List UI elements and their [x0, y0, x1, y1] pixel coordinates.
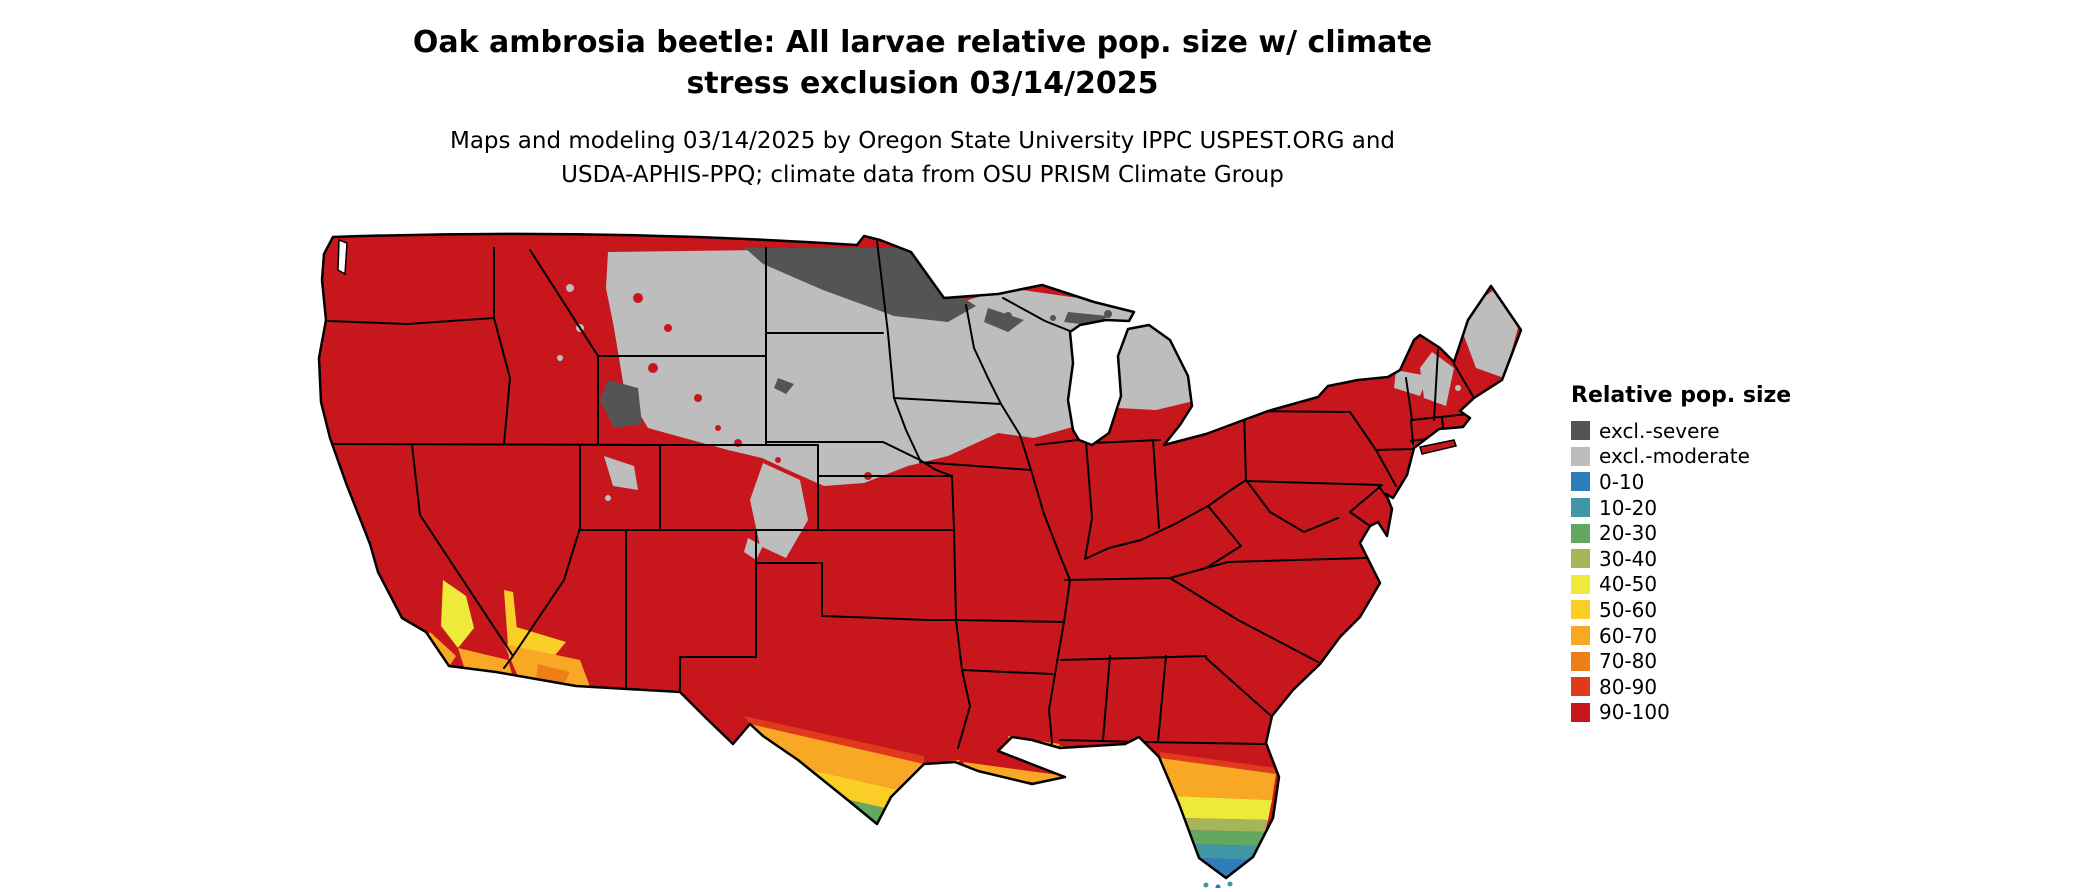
- legend-item-label: 60-70: [1599, 623, 1658, 648]
- legend-swatch: [1571, 600, 1590, 620]
- legend-item: 10-20: [1571, 495, 1791, 521]
- region-texas-80-90: [744, 716, 924, 764]
- figure-subtitle-line2: USDA-APHIS-PPQ; climate data from OSU PR…: [561, 162, 1284, 188]
- legend-swatch: [1571, 523, 1590, 543]
- state-borders: [320, 240, 1475, 762]
- legend-swatch: [1571, 626, 1590, 646]
- legend-swatch: [1571, 549, 1590, 569]
- region-florida-20-30: [1188, 830, 1265, 846]
- legend-swatch: [1571, 446, 1590, 466]
- region-excl-moderate-maine: [1464, 290, 1518, 378]
- region-texas-60-70: [750, 724, 924, 791]
- figure-subtitle: Maps and modeling 03/14/2025 by Oregon S…: [0, 124, 1845, 192]
- legend-swatch: [1571, 472, 1590, 492]
- legend-item-label: 0-10: [1599, 469, 1645, 494]
- legend-item-label: 70-80: [1599, 649, 1658, 674]
- legend-item-label: 90-100: [1599, 700, 1670, 725]
- legend-title: Relative pop. size: [1571, 383, 1792, 408]
- legend-item-label: 50-60: [1599, 597, 1658, 622]
- us-map-container: [308, 228, 1533, 890]
- region-excl-moderate-colorado: [750, 463, 808, 558]
- legend-item-label: 30-40: [1599, 546, 1658, 571]
- us-map: [317, 232, 1523, 890]
- legend-item: 50-60: [1571, 597, 1791, 623]
- legend-swatch: [1571, 498, 1590, 518]
- region-florida-10-20: [1194, 844, 1260, 860]
- legend-swatch: [1571, 421, 1590, 441]
- florida-keys: [1203, 881, 1233, 890]
- legend-item-label: excl.-moderate: [1599, 444, 1750, 469]
- region-florida-30-40: [1182, 818, 1268, 832]
- legend-item: 60-70: [1571, 623, 1791, 649]
- region-texas-50-60: [807, 769, 903, 809]
- figure-title-line2: stress exclusion 03/14/2025: [686, 66, 1159, 101]
- region-excl-severe-wisconsin: [984, 308, 1024, 332]
- region-arizona-70-80: [536, 664, 570, 684]
- legend-item: 80-90: [1571, 674, 1791, 700]
- legend-item-label: excl.-severe: [1599, 418, 1720, 443]
- region-excl-moderate-north: [606, 248, 1198, 486]
- region-excl-severe-wyoming: [600, 380, 642, 428]
- legend-item: 30-40: [1571, 546, 1791, 572]
- region-excl-severe-south-dakota: [774, 378, 794, 394]
- legend-swatch: [1571, 677, 1590, 697]
- us-outline: [317, 232, 1523, 880]
- legend-item: 20-30: [1571, 520, 1791, 546]
- region-florida-80-90: [1160, 752, 1276, 774]
- region-excl-severe-north-dakota-minnesota: [745, 248, 976, 322]
- puget-sound: [337, 238, 348, 276]
- figure-title: Oak ambrosia beetle: All larvae relative…: [0, 22, 1845, 104]
- region-florida-60-70: [1160, 758, 1276, 800]
- legend-item: 0-10: [1571, 469, 1791, 495]
- legend-item-label: 40-50: [1599, 572, 1658, 597]
- legend-item: 40-50: [1571, 572, 1791, 598]
- region-excl-moderate-adirondacks: [1394, 370, 1428, 396]
- legend-swatch: [1571, 651, 1590, 671]
- legend-swatch: [1571, 574, 1590, 594]
- legend-item: 90-100: [1571, 700, 1791, 726]
- figure-title-line1: Oak ambrosia beetle: All larvae relative…: [412, 25, 1433, 60]
- region-imperial-60-70: [458, 648, 512, 674]
- legend-item-label: 80-90: [1599, 674, 1658, 699]
- legend-item: excl.-severe: [1571, 418, 1791, 444]
- long-island: [1419, 439, 1457, 455]
- region-excl-moderate-new-mexico: [744, 538, 763, 560]
- region-california-40-50: [441, 580, 474, 648]
- region-florida-0-10: [1201, 858, 1256, 878]
- region-florida-panhandle-coast-60-70: [1060, 746, 1156, 762]
- legend-item: 70-80: [1571, 648, 1791, 674]
- legend-panel: Relative pop. size excl.-severe excl.-mo…: [1571, 383, 1791, 725]
- region-excl-moderate-utah: [604, 456, 638, 490]
- legend-swatch: [1571, 702, 1590, 722]
- figure-subtitle-line1: Maps and modeling 03/14/2025 by Oregon S…: [449, 128, 1396, 154]
- region-florida-40-50: [1174, 796, 1272, 820]
- legend-item-label: 10-20: [1599, 495, 1658, 520]
- region-louisiana-coast-60-70: [963, 762, 1066, 786]
- legend-item: excl.-moderate: [1571, 444, 1791, 470]
- legend-item-label: 20-30: [1599, 521, 1658, 546]
